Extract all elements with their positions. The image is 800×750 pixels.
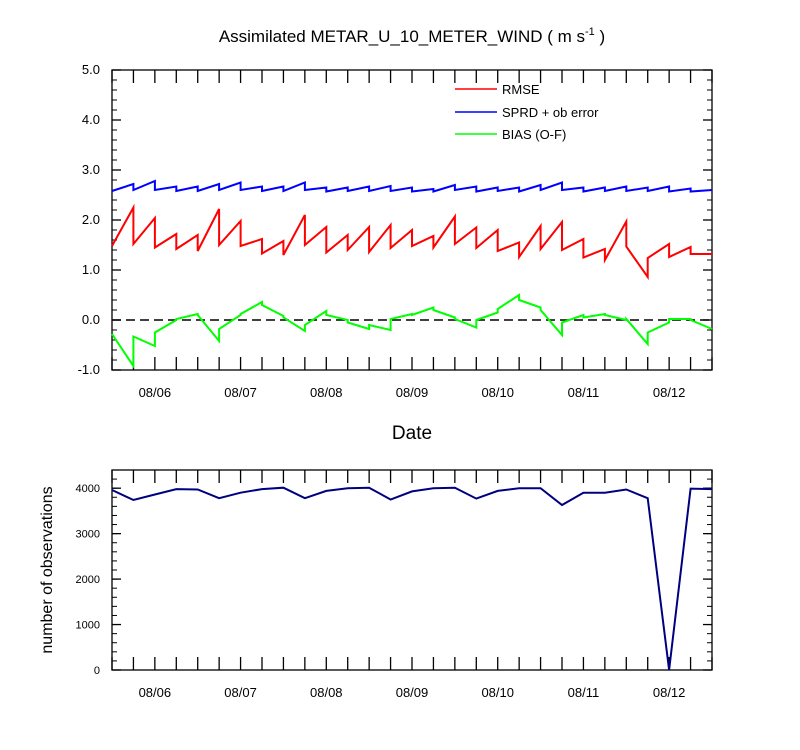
title-suffix: )	[595, 27, 605, 46]
y-tick-label: -1.0	[78, 362, 100, 377]
legend-label-bias: BIAS (O-F)	[502, 127, 566, 142]
bottom-series-group	[111, 486, 713, 671]
x-tick-label: 08/10	[481, 685, 514, 700]
x-tick-label: 08/12	[653, 685, 686, 700]
title-main: Assimilated METAR_U_10_METER_WIND ( m s	[219, 27, 585, 46]
y-tick-label: 1.0	[82, 262, 100, 277]
x-tick-label: 08/06	[139, 385, 172, 400]
series-line-0-2	[111, 293, 713, 370]
y-axis-label-bottom: number of observations	[39, 486, 56, 653]
x-tick-label: 08/10	[481, 385, 514, 400]
x-tick-label: 08/06	[139, 685, 172, 700]
title-superscript: -1	[585, 26, 595, 38]
y-tick-label: 2.0	[82, 212, 100, 227]
bottom-plot-frame	[111, 469, 713, 671]
x-tick-label: 08/11	[568, 385, 600, 400]
legend-label-sprd: SPRD + ob error	[502, 105, 599, 120]
y-tick-label: 4.0	[82, 112, 100, 127]
y-tick-label: 2000	[76, 574, 100, 586]
y-tick-label: 5.0	[82, 62, 100, 77]
y-tick-label: 0	[94, 665, 100, 677]
y-tick-label: 1000	[76, 620, 100, 632]
x-tick-label: 08/07	[224, 385, 257, 400]
y-tick-label: 4000	[76, 483, 100, 495]
x-tick-label: 08/08	[310, 385, 343, 400]
y-tick-label: 3000	[76, 529, 100, 541]
x-tick-label: 08/11	[568, 685, 600, 700]
series-line-0-0	[111, 203, 712, 281]
series-line-1-0	[111, 486, 713, 671]
top-series-group	[111, 179, 713, 370]
x-axis-label: Date	[392, 423, 432, 444]
top-axis-ticks: 08/06 08/07 08/08 08/09 08/10 08/11 08/12 -1.0 0…	[78, 62, 713, 400]
top-plot-frame	[111, 69, 713, 371]
x-tick-label: 08/09	[396, 685, 429, 700]
legend-label-rmse: RMSE	[502, 82, 540, 97]
x-tick-label: 08/07	[224, 685, 257, 700]
legend: RMSE SPRD + ob error BIAS (O-F)	[455, 82, 599, 142]
x-tick-label: 08/08	[310, 685, 343, 700]
series-line-0-1	[111, 179, 713, 193]
y-tick-label: 3.0	[82, 162, 100, 177]
x-tick-label: 08/09	[396, 385, 429, 400]
x-tick-label: 08/12	[653, 385, 686, 400]
y-tick-label: 0.0	[82, 312, 100, 327]
chart-title: Assimilated METAR_U_10_METER_WIND ( m s-…	[219, 26, 605, 46]
bottom-axis-ticks: 08/06 08/07 08/08 08/09 08/10 08/11 08/12 0 1000…	[76, 469, 713, 700]
